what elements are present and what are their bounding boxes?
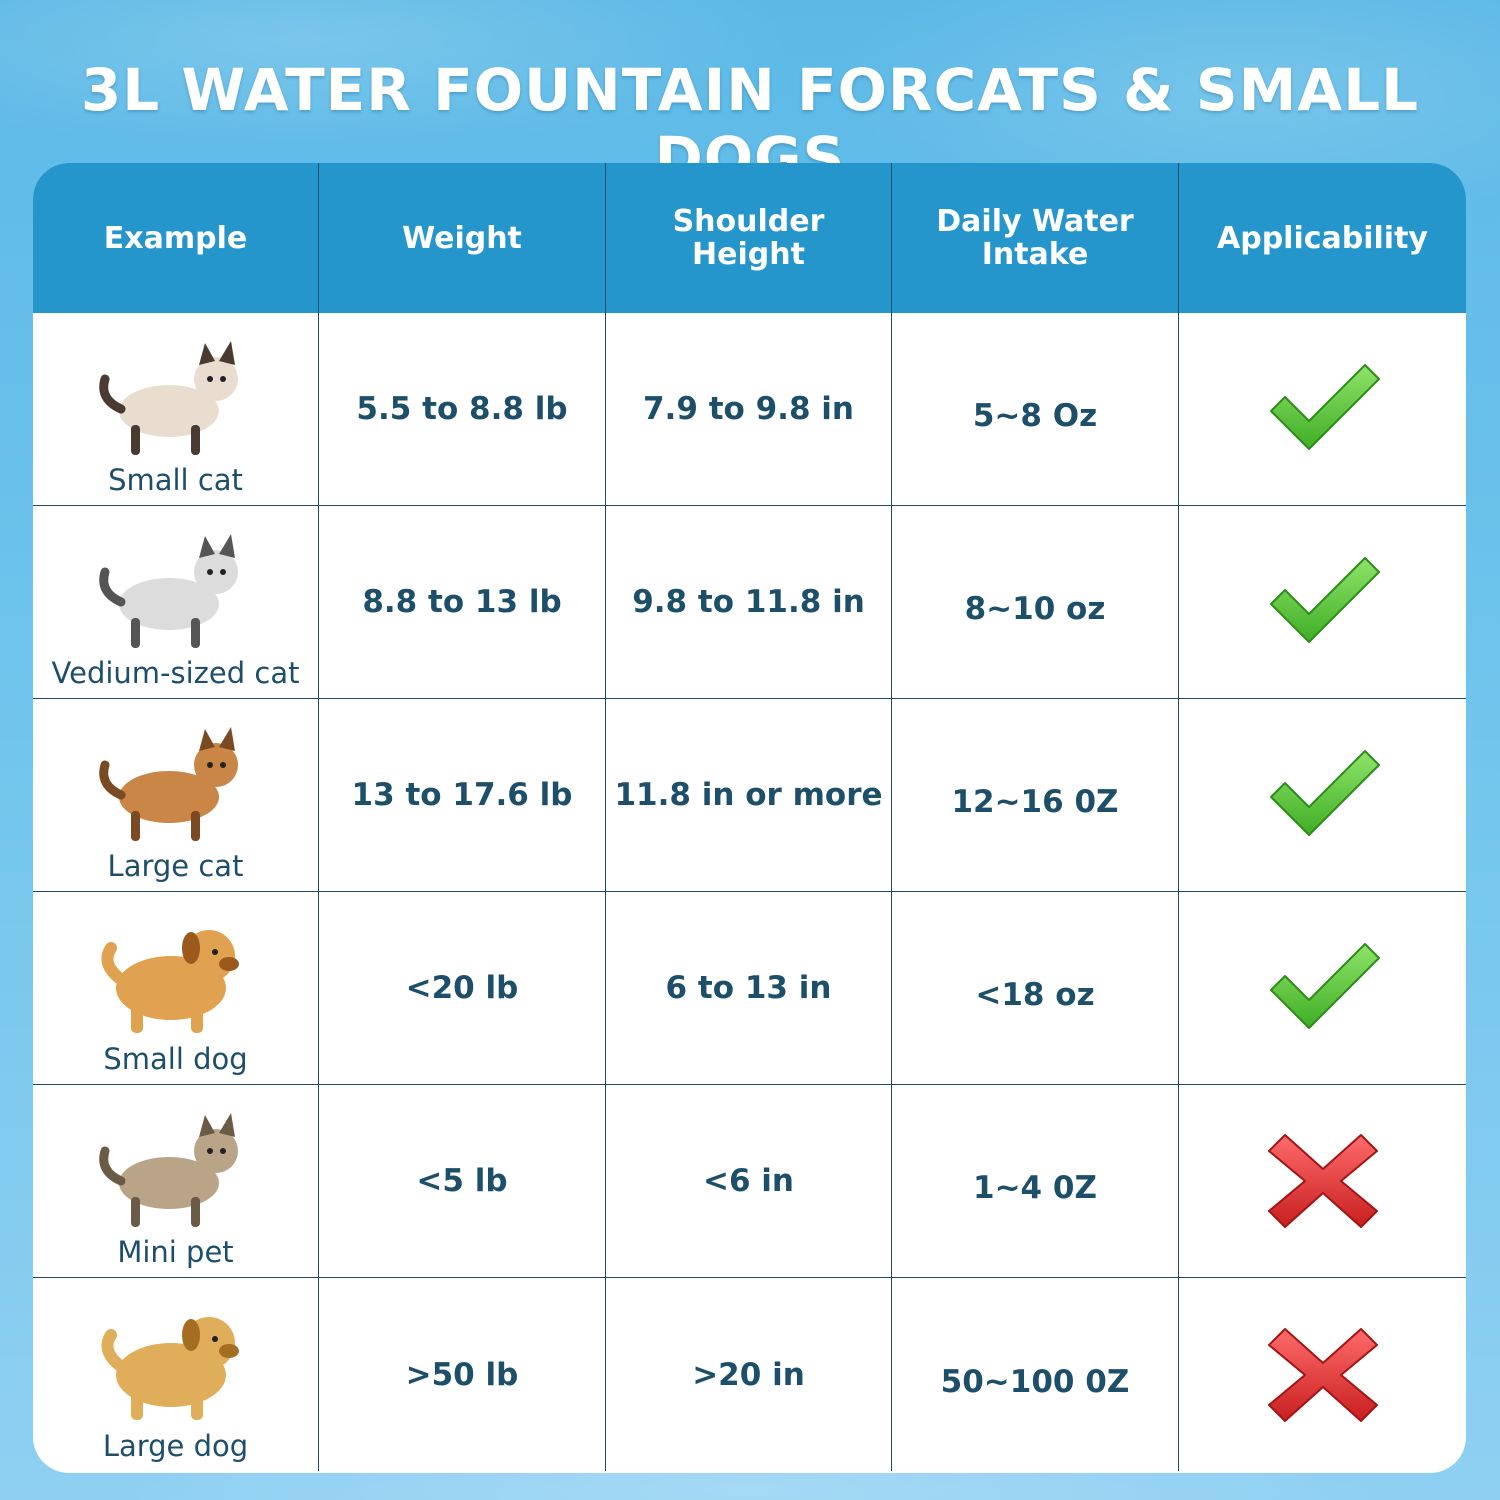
header-applicability: Applicability	[1217, 220, 1428, 256]
header-weight: Weight	[319, 163, 606, 313]
shoulder-height-cell: 9.8 to 11.8 in	[606, 506, 892, 698]
daily-intake-cell: 1~4 0Z	[892, 1085, 1179, 1277]
page-title: 3L WATER FOUNTAIN FORCATS & SMALL DOGS	[80, 56, 1420, 192]
shoulder-height-cell: 11.8 in or more	[606, 699, 892, 891]
example-label: Small cat	[108, 463, 243, 497]
weight-cell: >50 lb	[319, 1278, 606, 1471]
table-row: Vedium-sized cat 8.8 to 13 lb 9.8 to 11.8 …	[33, 506, 1466, 699]
applicability-cell	[1179, 1085, 1466, 1277]
golden-retriever-dog-image	[100, 1317, 239, 1420]
pomeranian-dog-image	[100, 930, 239, 1033]
weight-cell: <5 lb	[319, 1085, 606, 1277]
maine-coon-cat-image	[98, 727, 238, 841]
example-label: Mini pet	[117, 1235, 234, 1269]
example-label: Large dog	[102, 1429, 249, 1463]
example-cell: Small cat	[33, 313, 319, 505]
applicability-cell	[1179, 892, 1466, 1084]
daily-intake-cell: 12~16 0Z	[892, 699, 1179, 891]
siamese-cat-image	[98, 341, 238, 455]
check-icon	[1269, 557, 1380, 643]
example-cell: Large dog	[33, 1278, 319, 1471]
check-icon	[1269, 364, 1380, 450]
kitten-image	[98, 1113, 238, 1227]
check-icon	[1269, 943, 1380, 1029]
weight-cell: 8.8 to 13 lb	[319, 506, 606, 698]
cross-icon	[1267, 1327, 1378, 1422]
daily-intake-cell: <18 oz	[892, 892, 1179, 1084]
daily-intake-cell: 8~10 oz	[892, 506, 1179, 698]
header-shoulder-height-line1: Shoulder	[672, 204, 825, 239]
header-daily-intake: Daily Water Intake	[892, 163, 1179, 313]
applicability-cell	[1179, 1278, 1466, 1471]
header-example: Example	[33, 163, 319, 313]
table-row: Small cat 5.5 to 8.8 lb 7.9 to 9.8 in 5~8 O…	[33, 313, 1466, 506]
check-icon	[1269, 750, 1380, 836]
applicability-cell	[1179, 506, 1466, 698]
applicability-cell	[1179, 699, 1466, 891]
example-cell: Small dog	[33, 892, 319, 1084]
example-label: Small dog	[103, 1042, 248, 1076]
table-row: Large dog >50 lb >20 in 50~100 0Z	[33, 1278, 1466, 1471]
daily-intake-cell: 50~100 0Z	[892, 1278, 1179, 1471]
shoulder-height-cell: 6 to 13 in	[606, 892, 892, 1084]
shoulder-height-cell: 7.9 to 9.8 in	[606, 313, 892, 505]
example-label: Vedium-sized cat	[51, 656, 300, 690]
table-body: Small cat 5.5 to 8.8 lb 7.9 to 9.8 in 5~8 O…	[33, 313, 1466, 1471]
table-row: Large cat 13 to 17.6 lb 11.8 in or more 12~…	[33, 699, 1466, 892]
ragdoll-cat-image	[98, 534, 238, 648]
comparison-table: Example Weight Shoulder Height Daily Wat…	[33, 163, 1466, 1473]
table-row: Mini pet <5 lb <6 in 1~4 0Z	[33, 1085, 1466, 1278]
cross-icon	[1267, 1134, 1378, 1228]
header-shoulder-height: Shoulder Height	[606, 163, 892, 313]
table-header: Example Weight Shoulder Height Daily Wat…	[33, 163, 1466, 313]
shoulder-height-cell: <6 in	[606, 1085, 892, 1277]
weight-cell: 5.5 to 8.8 lb	[319, 313, 606, 505]
example-label: Large cat	[107, 849, 244, 883]
example-cell: Mini pet	[33, 1085, 319, 1277]
header-shoulder-height-line2: Height	[692, 237, 805, 272]
example-cell: Vedium-sized cat	[33, 506, 319, 698]
applicability-cell	[1179, 313, 1466, 505]
weight-cell: <20 lb	[319, 892, 606, 1084]
daily-intake-cell: 5~8 Oz	[892, 313, 1179, 505]
header-daily-intake-line1: Daily Water	[936, 204, 1134, 239]
shoulder-height-cell: >20 in	[606, 1278, 892, 1471]
weight-cell: 13 to 17.6 lb	[319, 699, 606, 891]
table-row: Small dog <20 lb 6 to 13 in <18 oz	[33, 892, 1466, 1085]
header-daily-intake-line2: Intake	[981, 237, 1089, 272]
example-cell: Large cat	[33, 699, 319, 891]
